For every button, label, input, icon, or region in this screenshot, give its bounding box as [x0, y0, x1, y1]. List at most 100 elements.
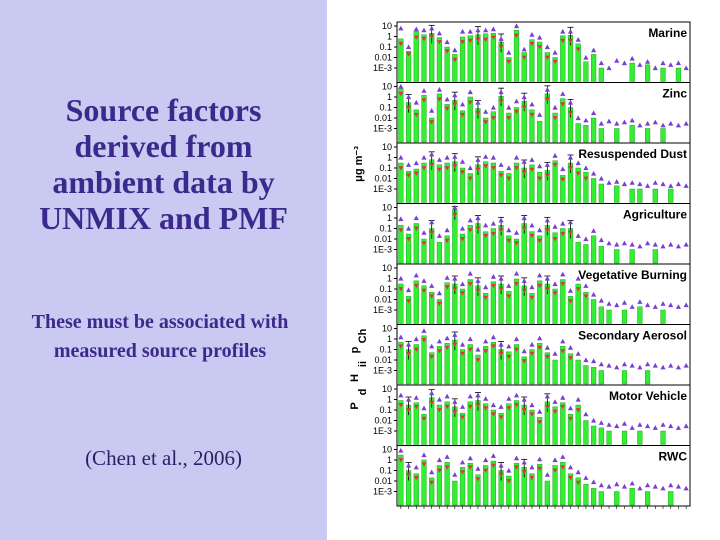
bar	[591, 54, 597, 82]
bar	[459, 467, 466, 506]
unmix-marker	[460, 40, 465, 45]
pmf-marker	[521, 348, 527, 354]
unmix-marker	[537, 345, 543, 351]
bar	[467, 401, 473, 445]
pmf-marker	[683, 362, 689, 368]
slide-title: Source factors derived from ambient data…	[39, 92, 288, 236]
pmf-marker	[475, 27, 481, 33]
unmix-marker	[514, 465, 519, 470]
unmix-marker	[498, 472, 504, 478]
unmix-marker	[421, 166, 427, 171]
pmf-marker	[498, 275, 504, 281]
pmf-marker	[598, 237, 604, 243]
pmf-marker	[668, 183, 674, 188]
unmix-marker	[552, 59, 558, 65]
bar	[421, 34, 427, 82]
bar	[575, 404, 581, 445]
pmf-marker	[652, 483, 658, 489]
pmf-marker	[644, 302, 651, 308]
bar	[398, 38, 404, 82]
pmf-marker	[459, 459, 466, 465]
unmix-marker	[521, 226, 527, 231]
bar	[629, 62, 635, 82]
pmf-marker	[483, 27, 489, 33]
unmix-marker	[514, 241, 519, 246]
pmf-marker	[490, 274, 496, 279]
bar	[436, 299, 442, 324]
bar	[552, 288, 558, 324]
pmf-marker	[552, 153, 558, 158]
pmf-marker	[629, 241, 635, 247]
pmf-marker	[475, 466, 481, 471]
pmf-marker	[598, 175, 604, 181]
pmf-marker	[644, 361, 651, 367]
bar	[444, 401, 450, 445]
bar	[606, 430, 612, 445]
unmix-marker	[552, 291, 558, 296]
pmf-marker	[490, 104, 496, 110]
unmix-marker	[498, 173, 504, 178]
pmf-marker	[598, 420, 604, 425]
pmf-marker	[436, 396, 443, 402]
pmf-marker	[668, 241, 674, 247]
bar	[413, 168, 419, 203]
unmix-marker	[483, 164, 489, 169]
bar	[436, 37, 442, 82]
unmix-marker	[506, 354, 512, 360]
pmf-marker	[490, 220, 496, 226]
bar	[436, 346, 442, 385]
bar	[575, 283, 581, 324]
unmix-marker	[475, 167, 481, 173]
bar	[459, 167, 466, 203]
pmf-marker	[652, 119, 658, 125]
bar	[537, 342, 543, 385]
bar	[459, 36, 466, 82]
unmix-marker	[568, 166, 573, 171]
bar	[621, 430, 628, 445]
unmix-marker	[483, 349, 489, 354]
unmix-marker	[490, 35, 496, 40]
unmix-marker	[398, 403, 404, 408]
unmix-marker	[506, 479, 512, 484]
unmix-marker	[490, 344, 496, 349]
unmix-marker	[521, 288, 527, 294]
bar	[614, 249, 620, 264]
pmf-marker	[405, 44, 412, 50]
pmf-marker	[421, 405, 427, 411]
bar	[552, 112, 558, 143]
unmix-marker	[483, 295, 489, 301]
pmf-marker	[452, 92, 458, 98]
unmix-marker	[483, 468, 489, 473]
pmf-marker	[583, 283, 589, 288]
pmf-marker	[668, 120, 674, 126]
pmf-marker	[629, 55, 635, 61]
bar	[490, 409, 496, 445]
unmix-marker	[498, 287, 504, 292]
bar	[467, 173, 473, 203]
unmix-marker	[568, 230, 573, 236]
bar	[421, 238, 427, 264]
bar	[444, 46, 450, 82]
unmix-marker	[452, 287, 458, 292]
pmf-marker	[537, 163, 543, 169]
pmf-marker	[675, 243, 682, 249]
pmf-marker	[591, 170, 597, 176]
pmf-marker	[598, 482, 604, 488]
pmf-marker	[405, 287, 412, 293]
y-tick-label: 10	[382, 445, 392, 455]
pmf-marker	[606, 483, 612, 489]
pmf-marker	[614, 364, 620, 370]
pmf-marker	[621, 361, 628, 367]
pmf-marker	[506, 343, 512, 349]
bar	[529, 109, 535, 143]
unmix-marker	[544, 228, 550, 233]
pmf-marker	[575, 275, 581, 281]
pmf-marker	[452, 399, 458, 404]
unmix-marker	[490, 412, 496, 417]
y-tick-label: 1E-3	[373, 63, 392, 73]
unmix-marker	[544, 173, 550, 178]
bar	[575, 123, 581, 143]
unmix-marker	[568, 475, 573, 481]
left-text-panel: Source factors derived from ambient data…	[0, 0, 327, 540]
bar	[583, 125, 589, 143]
